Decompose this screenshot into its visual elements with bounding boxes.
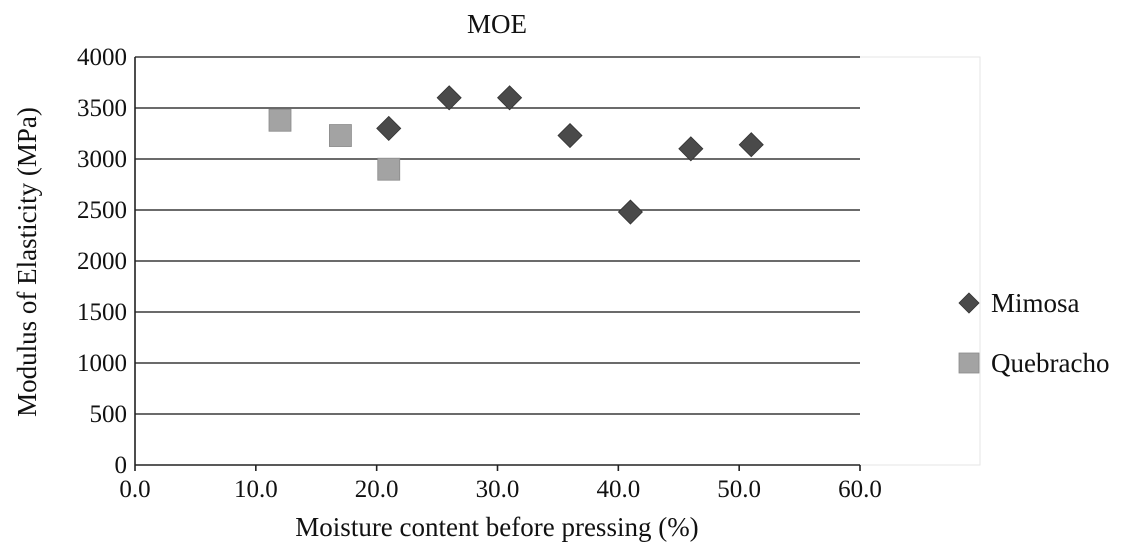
y-tick-label: 3000 <box>77 146 127 173</box>
mimosa-point <box>678 136 704 162</box>
x-tick-label: 30.0 <box>476 476 520 503</box>
y-tick-label: 3500 <box>77 95 127 122</box>
mimosa-point <box>436 85 462 111</box>
data-points <box>268 85 764 225</box>
y-tick-label: 500 <box>90 401 128 428</box>
mimosa-point <box>738 132 764 158</box>
mimosa-point <box>497 85 523 111</box>
y-tick-labels: 0 500 1000 1500 2000 2500 3000 3500 4000 <box>77 44 127 479</box>
y-tick-label: 0 <box>115 452 128 479</box>
mimosa-point <box>617 199 643 225</box>
y-tick-label: 1500 <box>77 299 127 326</box>
x-axis-label: Moisture content before pressing (%) <box>295 512 698 542</box>
x-tick-label: 60.0 <box>838 476 882 503</box>
gridlines <box>135 56 860 415</box>
chart-title: MOE <box>467 9 527 39</box>
mimosa-point <box>376 115 402 141</box>
legend-marker-mimosa <box>958 292 980 314</box>
x-tick-label: 50.0 <box>717 476 761 503</box>
y-axis-label: Modulus of Elasticity (MPa) <box>12 107 42 417</box>
y-tick-label: 2000 <box>77 248 127 275</box>
legend-marker-quebracho <box>958 352 980 374</box>
x-tick-label: 10.0 <box>234 476 278 503</box>
legend: Mimosa Quebracho <box>958 288 1109 378</box>
axes <box>134 57 861 471</box>
y-tick-label: 4000 <box>77 44 127 71</box>
quebracho-point <box>329 124 352 147</box>
quebracho-point <box>377 157 401 181</box>
quebracho-point <box>268 108 292 132</box>
mimosa-point <box>557 122 583 149</box>
x-tick-label: 40.0 <box>596 476 640 503</box>
x-tick-label: 20.0 <box>355 476 399 503</box>
y-tick-label: 2500 <box>77 197 127 224</box>
x-tick-label: 0.0 <box>119 476 150 503</box>
legend-label-quebracho: Quebracho <box>991 348 1109 378</box>
legend-label-mimosa: Mimosa <box>991 288 1080 318</box>
x-tick-labels: 0.0 10.0 20.0 30.0 40.0 50.0 60.0 <box>119 476 882 503</box>
y-tick-label: 1000 <box>77 350 127 377</box>
